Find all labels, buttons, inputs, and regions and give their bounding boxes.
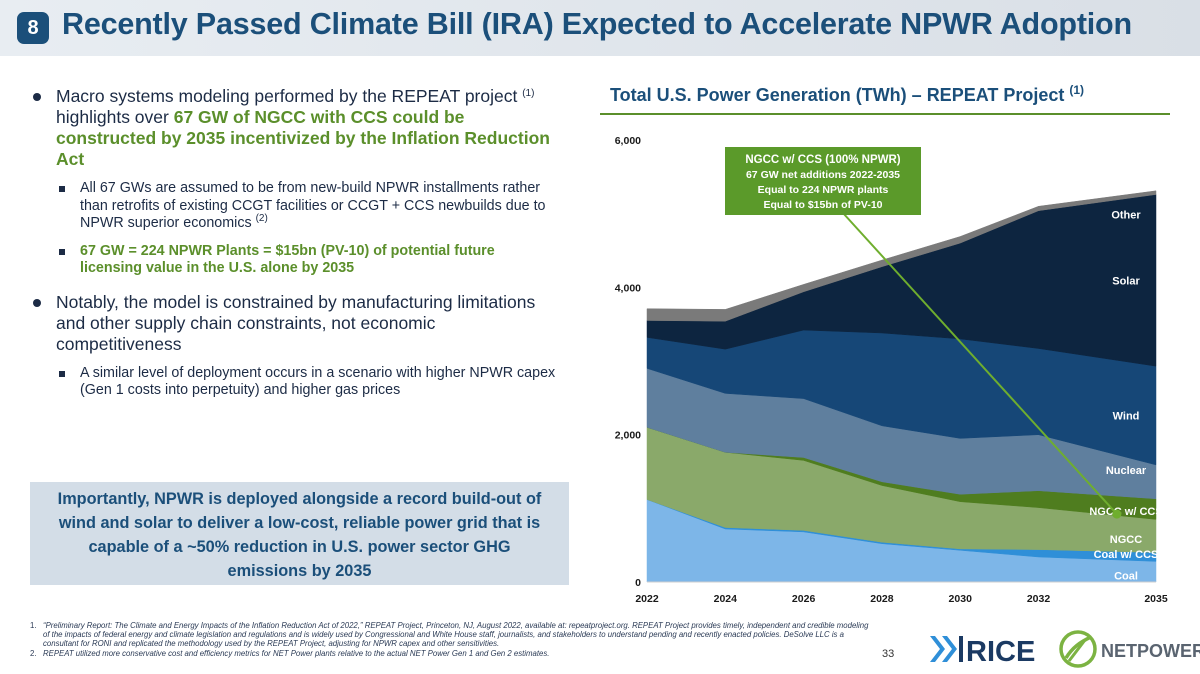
sub-bullet-scenario: A similar level of deployment occurs in … <box>30 365 560 400</box>
x-tick-label: 2026 <box>792 593 816 605</box>
series-label-ngcc: NGCC <box>1110 534 1142 546</box>
sub-bullet-highlight: 67 GW = 224 NPWR Plants = $15bn (PV-10) … <box>80 242 495 277</box>
sub-bullet-new-build: All 67 GWs are assumed to be from new-bu… <box>30 180 560 233</box>
sub-bullet-licensing-value: 67 GW = 224 NPWR Plants = $15bn (PV-10) … <box>30 243 560 278</box>
annotation-line: Equal to $15bn of PV-10 <box>763 199 882 211</box>
x-tick-label: 2024 <box>714 593 738 605</box>
x-tick-label: 2030 <box>949 593 973 605</box>
slide-number-badge: 8 <box>17 12 49 44</box>
header-bar: 8 Recently Passed Climate Bill (IRA) Exp… <box>0 0 1200 56</box>
rice-logo: RICE <box>930 636 1035 666</box>
footnote-number: 2. <box>30 648 37 658</box>
x-tick-label: 2028 <box>870 593 894 605</box>
series-label-coal-w-ccs: Coal w/ CCS <box>1094 549 1159 561</box>
bullet-constraints: Notably, the model is constrained by man… <box>30 292 560 355</box>
y-tick-label: 4,000 <box>615 282 641 294</box>
annotation-line: 67 GW net additions 2022-2035 <box>746 169 900 181</box>
series-label-other: Other <box>1111 210 1141 222</box>
footnote-ref: (2) <box>255 213 268 224</box>
footnotes: 1. “Preliminary Report: The Climate and E… <box>30 621 870 658</box>
footnote-text: “Preliminary Report: The Climate and Ene… <box>43 621 869 649</box>
bullet-text: Macro systems modeling performed by the … <box>56 86 523 106</box>
sub-bullet-text: All 67 GWs are assumed to be from new-bu… <box>80 180 546 231</box>
x-tick-label: 2022 <box>635 593 659 605</box>
netpower-logo: NETPOWER <box>1059 630 1200 668</box>
page-number: 33 <box>882 648 895 660</box>
footnote-ref: (1) <box>522 88 535 99</box>
series-label-ngcc-w-ccs: NGCC w/ CCS <box>1089 506 1162 518</box>
bullet-highlight: 67 GW of NGCC with CCS could be construc… <box>56 107 550 169</box>
annotation-pointer-line <box>842 212 1118 515</box>
chart-title-text: Total U.S. Power Generation (TWh) – REPE… <box>610 85 1070 105</box>
series-label-coal: Coal <box>1114 571 1138 583</box>
y-tick-label: 6,000 <box>615 135 641 147</box>
footnote-number: 1. <box>30 621 37 630</box>
bullet-list: Macro systems modeling performed by the … <box>30 86 560 410</box>
x-tick-label: 2035 <box>1144 593 1168 605</box>
footnote-1: 1. “Preliminary Report: The Climate and E… <box>30 621 870 649</box>
callout-box: Importantly, NPWR is deployed alongside … <box>30 482 569 585</box>
bullet-text: highlights over <box>56 107 174 127</box>
annotation-pointer-dot <box>1112 509 1122 519</box>
footnote-text: REPEAT utilized more conservative cost a… <box>43 648 550 658</box>
series-label-solar: Solar <box>1112 275 1140 287</box>
y-tick-label: 0 <box>635 577 641 589</box>
slide-title: Recently Passed Climate Bill (IRA) Expec… <box>62 7 1132 41</box>
x-tick-label: 2032 <box>1027 593 1051 605</box>
sub-bullet-text: A similar level of deployment occurs in … <box>80 364 556 399</box>
series-label-wind: Wind <box>1113 411 1140 423</box>
rice-logo-text: RICE <box>966 636 1035 666</box>
netpower-logo-text: NETPOWER <box>1101 641 1200 661</box>
area-series-other <box>646 190 1157 322</box>
series-label-nuclear: Nuclear <box>1106 465 1147 477</box>
chart-title-rule <box>600 113 1170 115</box>
footnote-ref: (1) <box>1069 83 1085 97</box>
y-tick-label: 2,000 <box>615 430 641 442</box>
chart-title: Total U.S. Power Generation (TWh) – REPE… <box>610 83 1085 106</box>
stacked-area-chart: 0 2,000 4,000 6,000 2022 2024 2026 2028 2030 2032… <box>615 135 1168 605</box>
annotation-line: Equal to 224 NPWR plants <box>758 184 889 196</box>
annotation-line: NGCC w/ CCS (100% NPWR) <box>745 154 900 166</box>
bullet-repeat-modeling: Macro systems modeling performed by the … <box>30 86 560 170</box>
bullet-text: Notably, the model is constrained by man… <box>56 291 536 354</box>
footnote-2: 2. REPEAT utilized more conservative cost… <box>30 649 870 658</box>
annotation-box <box>725 147 921 215</box>
